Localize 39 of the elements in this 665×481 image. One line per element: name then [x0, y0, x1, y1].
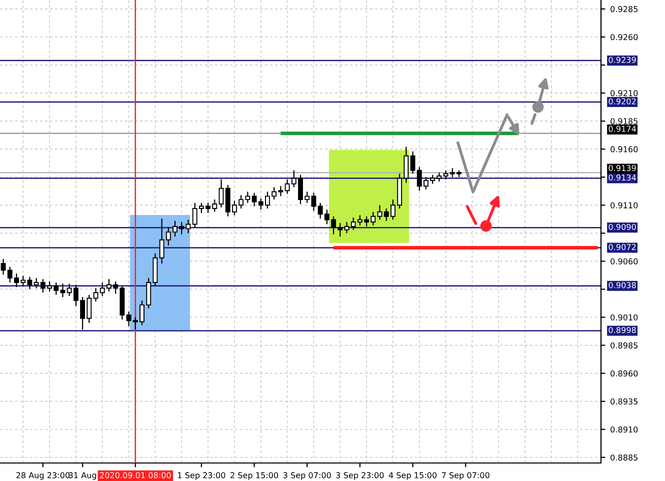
- x-tick-label: 28 Aug 23:00: [16, 472, 70, 480]
- x-tick-label: 2020.09.01 08:00: [100, 472, 171, 478]
- ref-line-label: 0.9202: [608, 98, 636, 104]
- y-tick-label: 0.8960: [610, 370, 638, 376]
- x-tick-label: 2 Sep 15:00: [230, 472, 278, 480]
- x-tick-label: 3 Sep 23:00: [336, 472, 384, 480]
- ref-line-label: 0.9134: [608, 174, 636, 181]
- candlestick: [218, 178, 224, 208]
- candlestick: [93, 288, 98, 302]
- candlestick: [410, 150, 416, 174]
- y-tick-label: 0.9210: [610, 90, 638, 96]
- candlestick: [60, 283, 66, 298]
- x-tick-label: 3 Sep 07:00: [283, 472, 331, 480]
- candlestick: [186, 219, 191, 234]
- ref-line-label: 0.9090: [608, 224, 636, 230]
- y-tick-label: 0.9185: [610, 118, 638, 124]
- x-tick-label: 7 Sep 07:00: [442, 472, 490, 480]
- ref-line-label: 0.9174: [608, 126, 636, 132]
- y-tick-label: 0.9010: [610, 314, 638, 320]
- y-tick-label: 0.9285: [610, 6, 638, 12]
- ref-line-label: 0.9239: [608, 56, 636, 63]
- y-tick-label: 0.8985: [610, 342, 638, 348]
- x-tick-label: 4 Sep 15:00: [388, 472, 437, 480]
- ref-line-label: 0.9139: [608, 164, 636, 172]
- candlestick: [344, 221, 350, 234]
- x-tick-label: 1 Sep 23:00: [178, 472, 226, 480]
- y-tick-label: 0.9260: [610, 34, 638, 40]
- x-tick-label: 31 Aug: [68, 472, 96, 480]
- y-tick-label: 0.9060: [610, 258, 638, 264]
- ref-line-label: 0.9072: [608, 244, 636, 250]
- ref-line-label: 0.9038: [608, 282, 636, 288]
- candlestick: [377, 204, 382, 220]
- y-tick-label: 0.8935: [610, 398, 638, 405]
- y-tick-label: 0.8910: [610, 426, 638, 433]
- y-tick-label: 0.8885: [610, 454, 638, 461]
- ref-line-label: 0.8998: [608, 326, 636, 334]
- candlestick: [252, 192, 257, 207]
- y-tick-label: 0.9160: [610, 146, 638, 152]
- y-tick-label: 0.9110: [610, 202, 638, 208]
